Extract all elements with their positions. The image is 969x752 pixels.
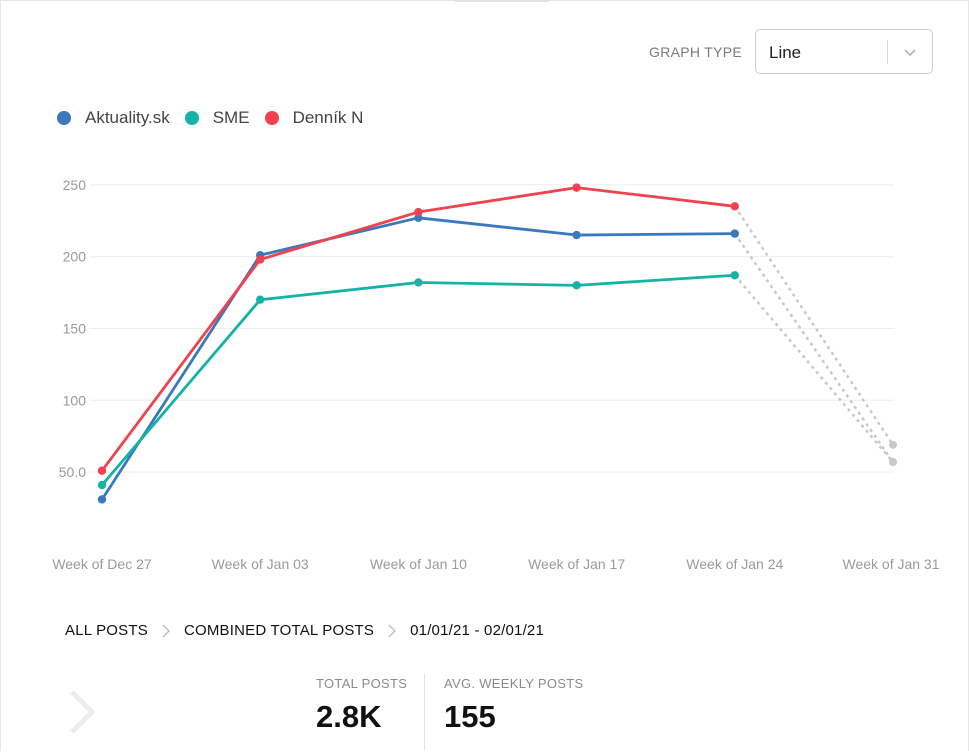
projection-line [733, 205, 895, 446]
grid-layer [90, 184, 894, 473]
line-chart: 250 200 150 100 50.0 Week of Dec 27 Week of J… [52, 177, 939, 572]
x-tick-label: Week of Jan 31 [842, 556, 939, 572]
series-line [100, 216, 735, 501]
series-lines [97, 183, 739, 504]
data-point [730, 202, 739, 211]
data-point [97, 495, 107, 504]
stats-row: TOTAL POSTS 2.8K AVG. WEEKLY POSTS 155 [0, 670, 969, 752]
legend-item-sme[interactable]: SME [184, 108, 250, 128]
stat-total-posts: TOTAL POSTS 2.8K [316, 676, 407, 735]
projection-line [733, 274, 894, 463]
chevron-down-icon[interactable] [901, 43, 919, 61]
breadcrumb-all-posts[interactable]: ALL POSTS [65, 622, 148, 639]
y-tick-label: 250 [63, 177, 87, 193]
data-point [97, 466, 107, 475]
data-point [414, 213, 423, 223]
data-point [730, 271, 739, 280]
legend-dot [184, 111, 199, 125]
data-point [572, 230, 581, 240]
data-point [97, 480, 107, 490]
legend-item-dennik-n[interactable]: Denník N [264, 108, 364, 128]
projection-point [889, 458, 897, 467]
data-point [414, 207, 423, 217]
legend-label: Aktuality.sk [85, 108, 170, 127]
chevron-right-icon [162, 624, 170, 637]
y-tick-label: 200 [63, 249, 87, 265]
graph-type-label: GRAPH TYPE [649, 44, 742, 60]
active-tab-indicator [455, 0, 549, 2]
y-axis-ticks: 250 200 150 100 50.0 [59, 177, 86, 480]
stat-value: 2.8K [316, 699, 382, 734]
stat-label: AVG. WEEKLY POSTS [444, 676, 584, 691]
data-point [572, 183, 581, 192]
stat-label: TOTAL POSTS [316, 676, 408, 691]
legend-dot [57, 111, 71, 125]
series-line [100, 273, 735, 486]
x-tick-label: Week of Jan 17 [528, 556, 625, 572]
breadcrumb: ALL POSTS COMBINED TOTAL POSTS 01/01/21 … [65, 622, 544, 639]
graph-type-select[interactable]: Line [755, 29, 933, 74]
chevron-right-icon [388, 624, 397, 637]
legend-item-aktuality[interactable]: Aktuality.sk [57, 108, 170, 128]
data-point [256, 255, 265, 264]
projection-point [889, 440, 897, 449]
stat-divider [424, 674, 425, 750]
breadcrumb-date-range: 01/01/21 - 02/01/21 [410, 622, 545, 639]
y-tick-label: 100 [63, 392, 87, 408]
series-line [100, 186, 735, 472]
legend-label: SME [212, 108, 250, 127]
x-tick-label: Week of Jan 24 [686, 556, 783, 572]
legend-dot [264, 111, 279, 125]
chart-legend: Aktuality.sk SME Denník N [57, 108, 378, 128]
x-axis-ticks: Week of Dec 27 Week of Jan 03 Week of Jan … [52, 556, 939, 572]
data-point [730, 229, 739, 238]
legend-label: Denník N [292, 108, 364, 127]
select-divider [887, 40, 888, 64]
projection-lines [733, 205, 897, 467]
data-point [572, 281, 581, 290]
data-point [414, 278, 423, 287]
graph-type-value: Line [769, 43, 802, 62]
stat-avg-weekly: AVG. WEEKLY POSTS 155 [444, 676, 583, 735]
stat-value: 155 [444, 699, 496, 734]
y-tick-label: 150 [63, 320, 87, 336]
data-point [256, 295, 265, 304]
x-tick-label: Week of Dec 27 [52, 556, 152, 572]
breadcrumb-combined-total[interactable]: COMBINED TOTAL POSTS [183, 622, 375, 639]
y-tick-label: 50.0 [59, 464, 86, 480]
chevron-right-icon[interactable] [66, 688, 98, 736]
x-tick-label: Week of Jan 03 [212, 556, 309, 572]
x-tick-label: Week of Jan 10 [370, 556, 467, 572]
projection-line [733, 232, 895, 463]
